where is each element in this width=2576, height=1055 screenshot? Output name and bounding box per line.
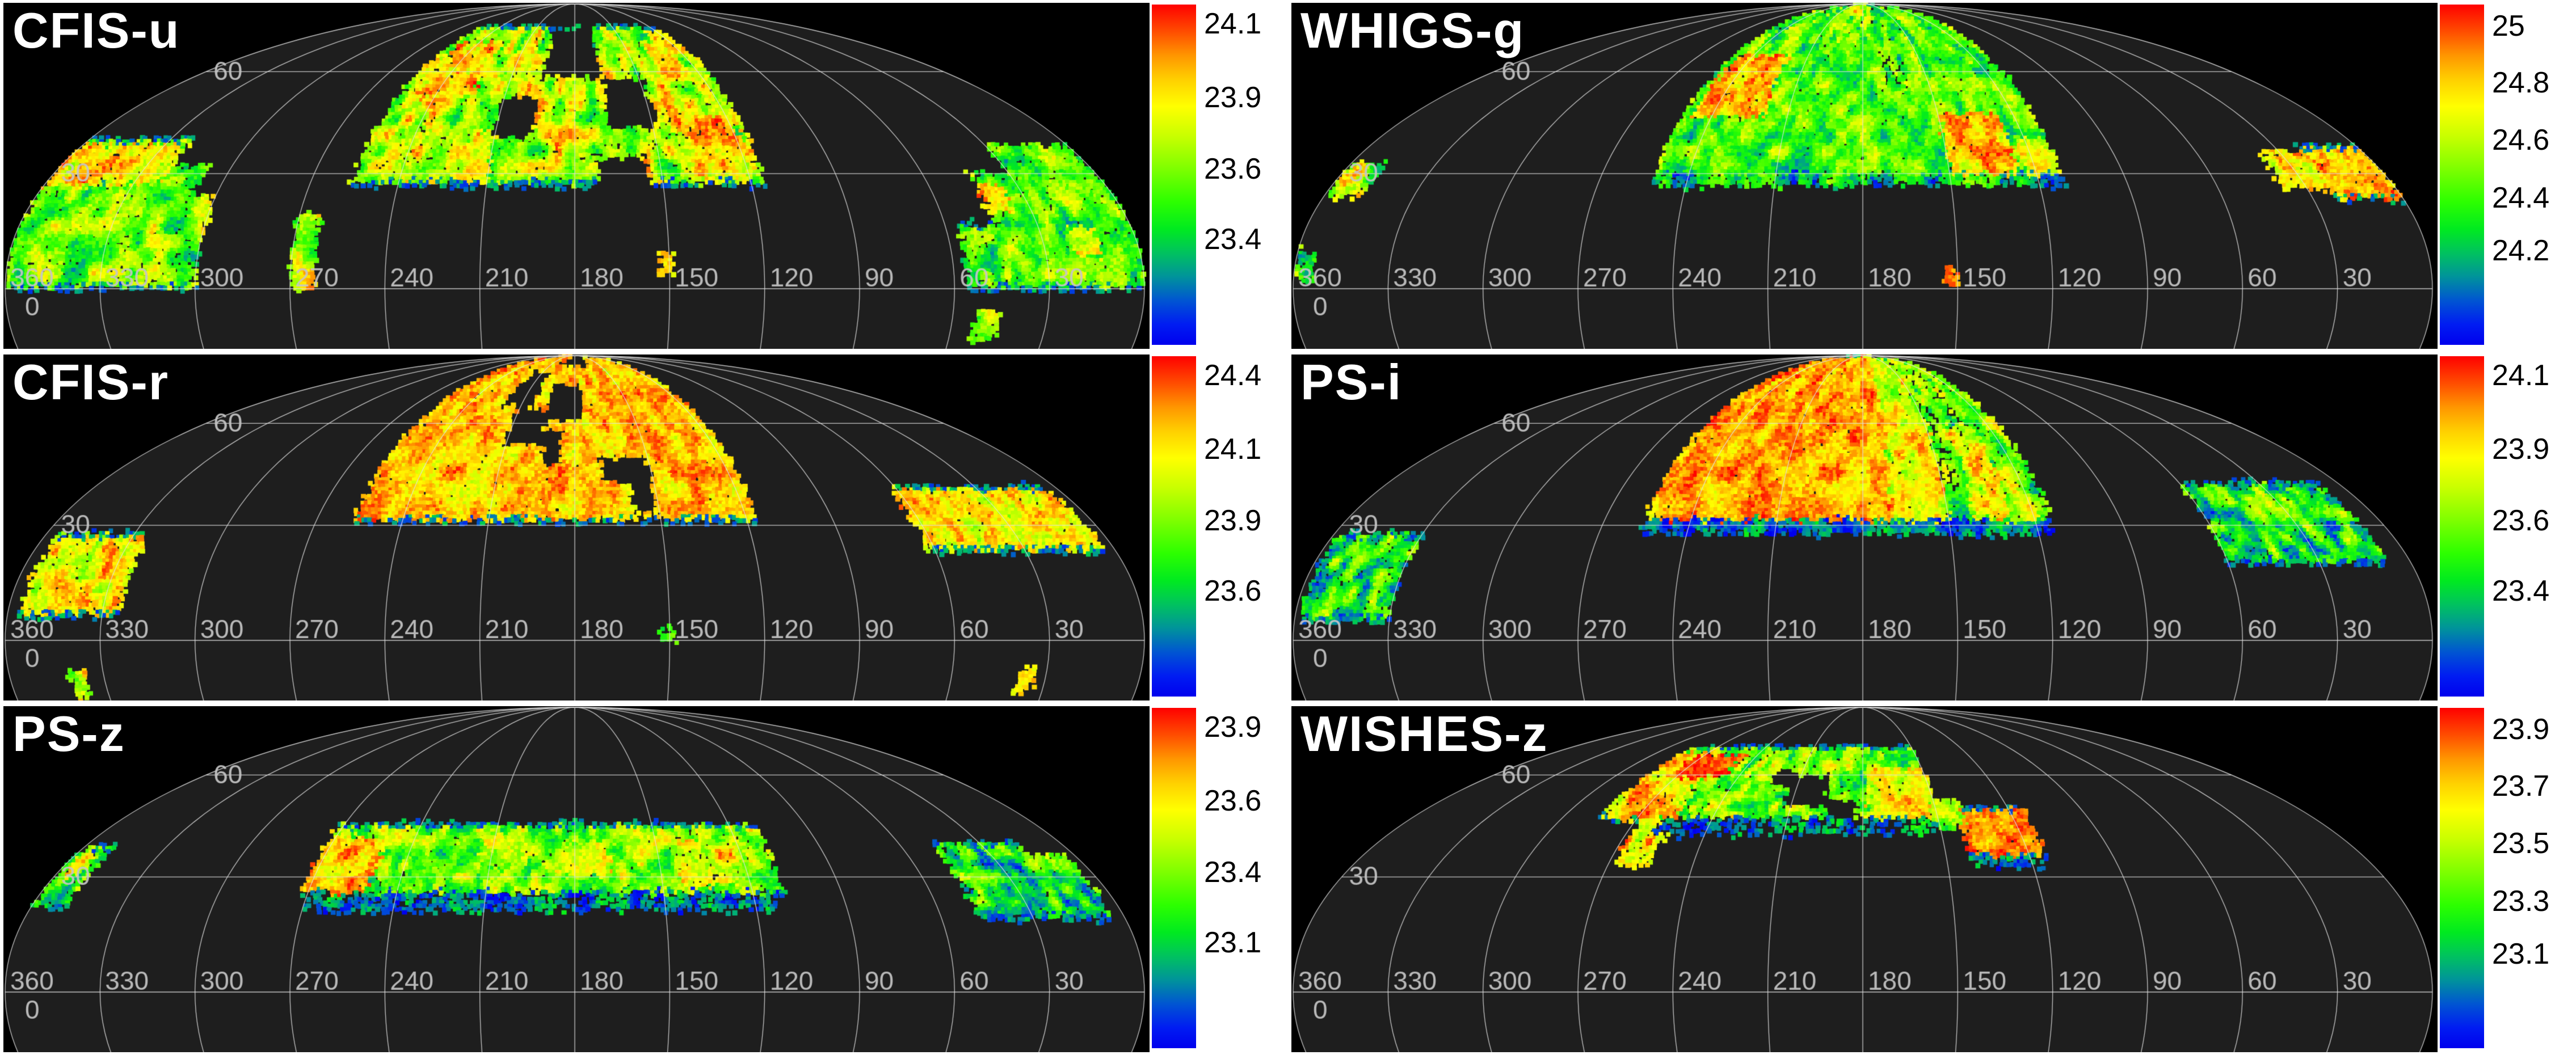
skymap-canvas-cfis-r — [3, 355, 1150, 700]
skymap-canvas-cfis-u — [3, 3, 1150, 349]
panel-wishes-z: WISHES-z 23.9 23.7 23.5 23.3 23.1 — [1288, 703, 2576, 1055]
colorbar-ps-z — [1152, 708, 1196, 1048]
colorbar-ticks-ps-i: 24.1 23.9 23.6 23.4 — [2440, 352, 2576, 703]
panel-ps-z: PS-z 23.9 23.6 23.4 23.1 — [0, 703, 1288, 1055]
colorbar-tick-label: 23.9 — [1204, 504, 1262, 537]
colorbar-cfis-u — [1152, 5, 1196, 345]
colorbar-tick-label: 23.5 — [2492, 827, 2550, 860]
colorbar-tick-label: 23.6 — [1204, 153, 1262, 185]
panel-title-ps-z: PS-z — [12, 706, 125, 762]
colorbar-ticks-wishes-z: 23.9 23.7 23.5 23.3 23.1 — [2440, 703, 2576, 1055]
colorbar-tick-label: 23.9 — [2492, 713, 2550, 746]
skymap-canvas-ps-i — [1291, 355, 2438, 700]
colorbar-cfis-r — [1152, 356, 1196, 697]
colorbar-tick-label: 23.6 — [2492, 504, 2550, 537]
colorbar-tick-label: 23.4 — [2492, 575, 2550, 607]
panel-whigs-g: WHIGS-g 25 24.8 24.6 24.4 24.2 — [1288, 0, 2576, 352]
colorbar-tick-label: 25 — [2492, 10, 2525, 43]
colorbar-tick-label: 24.8 — [2492, 66, 2550, 99]
colorbar-tick-label: 24.4 — [1204, 359, 1262, 392]
colorbar-tick-label: 24.1 — [1204, 433, 1262, 466]
panel-cfis-u: CFIS-u 24.1 23.9 23.6 23.4 — [0, 0, 1288, 352]
colorbar-ps-i — [2440, 356, 2484, 697]
colorbar-tick-label: 23.9 — [1204, 81, 1262, 114]
colorbar-tick-label: 23.7 — [2492, 770, 2550, 803]
colorbar-tick-label: 23.9 — [1204, 711, 1262, 744]
panel-title-whigs-g: WHIGS-g — [1300, 2, 1525, 58]
panel-cfis-r: CFIS-r 24.4 24.1 23.9 23.6 — [0, 352, 1288, 703]
colorbar-tick-label: 23.4 — [1204, 856, 1262, 889]
colorbar-tick-label: 24.1 — [2492, 359, 2550, 392]
colorbar-tick-label: 23.3 — [2492, 885, 2550, 918]
colorbar-tick-label: 23.9 — [2492, 433, 2550, 466]
colorbar-tick-label: 23.4 — [1204, 223, 1262, 256]
panel-title-wishes-z: WISHES-z — [1300, 706, 1548, 762]
colorbar-tick-label: 24.2 — [2492, 234, 2550, 267]
skymap-canvas-ps-z — [3, 706, 1150, 1052]
panel-title-ps-i: PS-i — [1300, 354, 1403, 410]
colorbar-ticks-cfis-u: 24.1 23.9 23.6 23.4 — [1152, 0, 1288, 352]
colorbar-ticks-cfis-r: 24.4 24.1 23.9 23.6 — [1152, 352, 1288, 703]
colorbar-ticks-ps-z: 23.9 23.6 23.4 23.1 — [1152, 703, 1288, 1055]
panel-title-cfis-u: CFIS-u — [12, 2, 180, 58]
colorbar-tick-label: 24.4 — [2492, 182, 2550, 214]
colorbar-ticks-whigs-g: 25 24.8 24.6 24.4 24.2 — [2440, 0, 2576, 352]
colorbar-wishes-z — [2440, 708, 2484, 1048]
colorbar-tick-label: 24.6 — [2492, 124, 2550, 157]
colorbar-tick-label: 23.1 — [1204, 926, 1262, 959]
skymap-canvas-whigs-g — [1291, 3, 2438, 349]
colorbar-whigs-g — [2440, 5, 2484, 345]
colorbar-tick-label: 23.6 — [1204, 784, 1262, 817]
skymap-canvas-wishes-z — [1291, 706, 2438, 1052]
panel-ps-i: PS-i 24.1 23.9 23.6 23.4 — [1288, 352, 2576, 703]
colorbar-tick-label: 23.1 — [2492, 938, 2550, 970]
panel-title-cfis-r: CFIS-r — [12, 354, 169, 410]
colorbar-tick-label: 23.6 — [1204, 575, 1262, 607]
colorbar-tick-label: 24.1 — [1204, 7, 1262, 40]
